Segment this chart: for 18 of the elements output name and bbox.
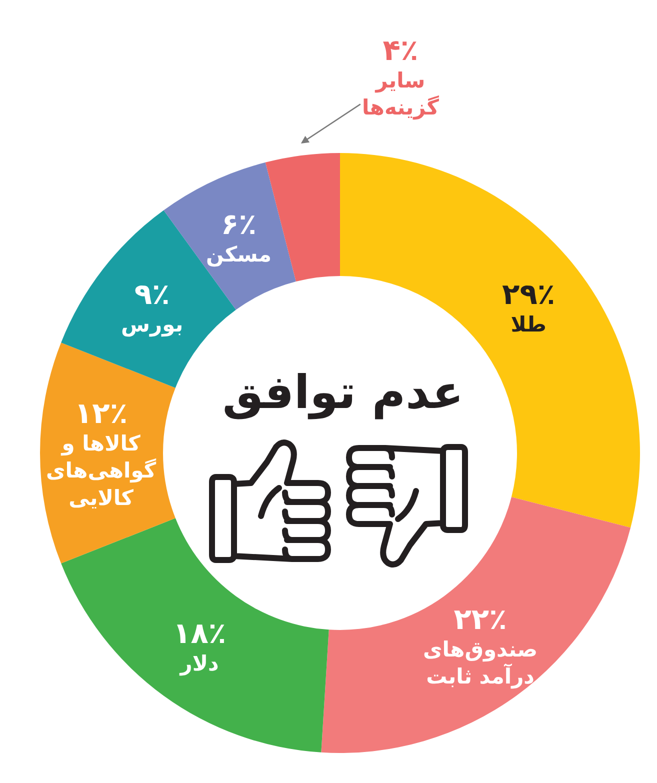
data-label: ۹٪ (134, 277, 170, 311)
donut-slice (40, 342, 176, 564)
data-label: ۴٪ (382, 33, 418, 67)
slice-label: دلار (179, 651, 220, 676)
slice-label: مسکن (206, 242, 272, 268)
text: عدم توافق (222, 365, 464, 420)
data-label: ۲۹٪ (502, 277, 556, 311)
data-label: ۲۲٪ (454, 602, 507, 636)
data-label: ۱۸٪ (173, 616, 226, 650)
slice-label: بورس (121, 312, 184, 338)
donut-slice (321, 497, 631, 752)
data-label: ۱۲٪ (74, 396, 128, 430)
slice-label: سایر گزینه‌ها (362, 68, 440, 121)
data-label: ۶٪ (221, 207, 256, 241)
slice-label: صندوق‌های درآمد ثابت (423, 637, 538, 690)
donut-slice (61, 518, 329, 752)
slice-label: طلا (510, 312, 546, 336)
slice-label: کالاها و گواهی‌های کالایی (46, 431, 157, 510)
